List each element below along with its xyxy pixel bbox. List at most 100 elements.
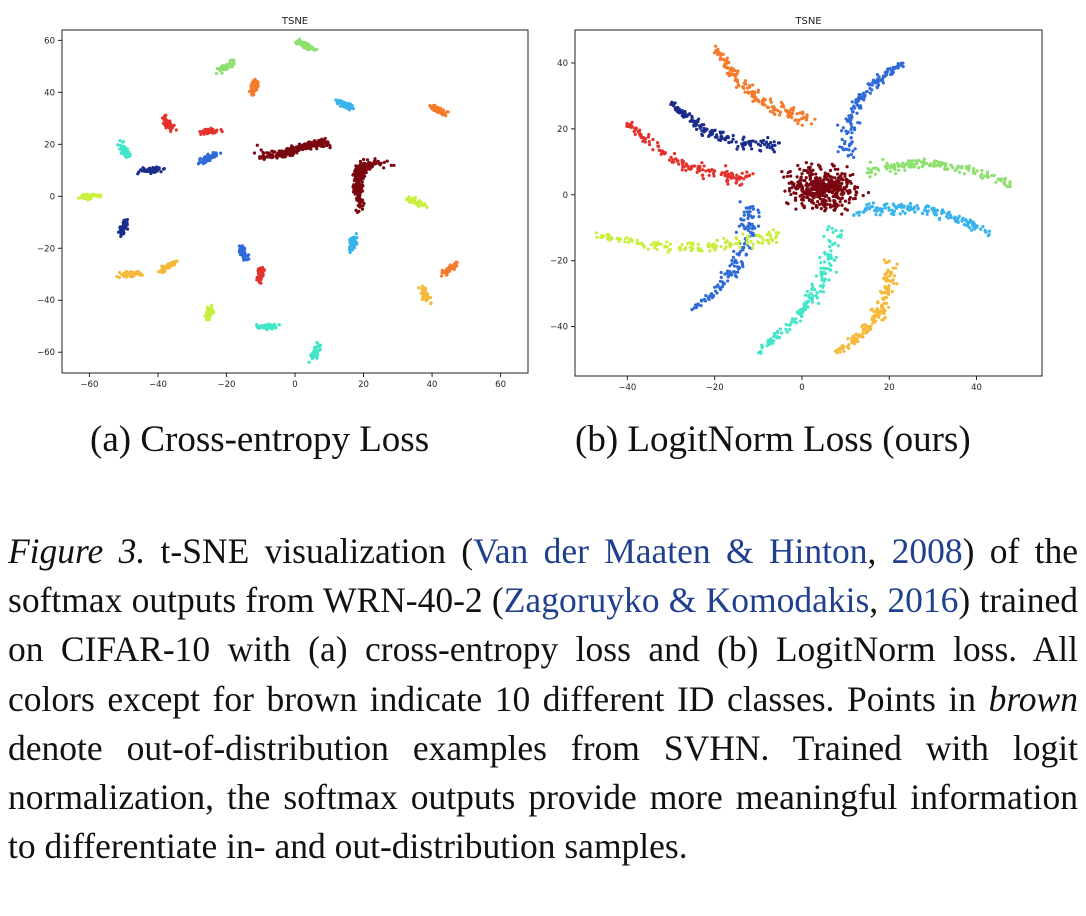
scatter-point xyxy=(852,342,857,346)
y-tick-label: 0 xyxy=(50,192,55,202)
scatter-point xyxy=(200,160,204,164)
scatter-point xyxy=(799,175,803,179)
scatter-point xyxy=(429,302,433,306)
scatter-point xyxy=(792,320,797,324)
scatter-point xyxy=(896,62,900,66)
figure-panel-b: TSNE −40 −20 0 20 40 −40 −20 0 20 40 xyxy=(545,0,1086,420)
scatter-point xyxy=(744,175,748,179)
scatter-point xyxy=(417,202,421,206)
scatter-point xyxy=(810,206,815,210)
scatter-point xyxy=(815,178,819,182)
scatter-point xyxy=(819,289,823,294)
scatter-point xyxy=(725,56,729,60)
scatter-point xyxy=(768,109,773,114)
scatter-point xyxy=(947,210,951,214)
scatter-point xyxy=(798,194,802,198)
scatter-point xyxy=(312,351,316,355)
scatter-point xyxy=(827,189,831,193)
citation-link[interactable]: 2016 xyxy=(887,580,959,621)
scatter-point xyxy=(659,149,663,153)
scatter-point xyxy=(845,208,849,212)
plot-title: TSNE xyxy=(794,16,821,27)
scatter-point xyxy=(738,200,742,204)
scatter-point xyxy=(633,132,637,136)
scatter-point xyxy=(772,339,776,343)
citation-link[interactable]: Van der Maaten & Hinton xyxy=(473,531,868,571)
scatter-point xyxy=(855,111,859,115)
scatter-point xyxy=(626,240,630,244)
scatter-series xyxy=(214,37,319,76)
scatter-point xyxy=(966,223,970,227)
scatter-point xyxy=(651,148,655,152)
scatter-point xyxy=(773,112,777,116)
scatter-point xyxy=(733,78,737,82)
scatter-point xyxy=(886,268,890,272)
scatter-point xyxy=(610,237,614,241)
scatter-point xyxy=(207,129,212,133)
scatter-point xyxy=(258,156,262,160)
scatter-point xyxy=(748,142,753,146)
scatter-point xyxy=(214,151,218,155)
scatter-point xyxy=(230,58,235,62)
scatter-point xyxy=(931,164,935,168)
scatter-point xyxy=(697,249,702,253)
scatter-point xyxy=(169,126,173,130)
scatter-point xyxy=(164,265,168,270)
scatter-point xyxy=(769,341,773,345)
scatter-point xyxy=(804,161,808,165)
scatter-point xyxy=(740,222,744,226)
scatter-point xyxy=(295,42,299,46)
scatter-point xyxy=(630,239,634,244)
scatter-point xyxy=(893,171,898,176)
scatter-point xyxy=(623,236,628,241)
scatter-point xyxy=(737,224,741,228)
scatter-series xyxy=(334,98,359,255)
scatter-point xyxy=(806,305,810,309)
scatter-point xyxy=(891,278,895,282)
scatter-point xyxy=(358,175,363,179)
scatter-point xyxy=(815,296,819,300)
scatter-point xyxy=(809,122,814,126)
scatter-point xyxy=(724,65,728,69)
scatter-point xyxy=(854,100,858,104)
citation-link[interactable]: Zagoruyko & Komodakis xyxy=(503,580,870,621)
scatter-point xyxy=(813,288,817,292)
citation-link[interactable]: 2008 xyxy=(891,531,963,571)
scatter-point xyxy=(867,328,871,332)
scatter-point xyxy=(638,241,642,246)
scatter-point xyxy=(124,272,128,277)
scatter-point xyxy=(736,69,740,73)
scatter-point xyxy=(859,334,864,338)
scatter-point xyxy=(893,167,897,172)
scatter-series xyxy=(756,225,844,355)
scatter-point xyxy=(962,223,966,227)
scatter-point xyxy=(852,155,856,159)
scatter-point xyxy=(855,185,860,189)
scatter-point xyxy=(301,146,305,150)
scatter-point xyxy=(638,133,642,137)
scatter-point xyxy=(656,242,661,246)
scatter-point xyxy=(625,124,629,129)
scatter-point xyxy=(717,138,721,142)
scatter-point xyxy=(873,314,878,319)
scatter-point xyxy=(855,211,859,215)
scatter-point xyxy=(975,169,979,173)
scatter-point xyxy=(716,49,720,54)
scatter-point xyxy=(312,348,316,353)
scatter-point xyxy=(751,215,756,219)
scatter-point xyxy=(825,174,830,178)
scatter-point xyxy=(308,44,313,48)
scatter-point xyxy=(262,268,267,272)
scatter-point xyxy=(242,258,246,262)
scatter-point xyxy=(850,340,854,344)
scatter-point xyxy=(792,191,796,195)
scatter-point xyxy=(866,167,870,171)
scatter-point xyxy=(743,79,748,83)
scatter-point xyxy=(887,292,891,297)
scatter-point xyxy=(320,137,324,141)
scatter-point xyxy=(833,258,837,262)
scatter-point xyxy=(754,140,758,144)
scatter-point xyxy=(247,257,251,261)
scatter-point xyxy=(787,181,791,185)
scatter-point xyxy=(358,183,362,187)
